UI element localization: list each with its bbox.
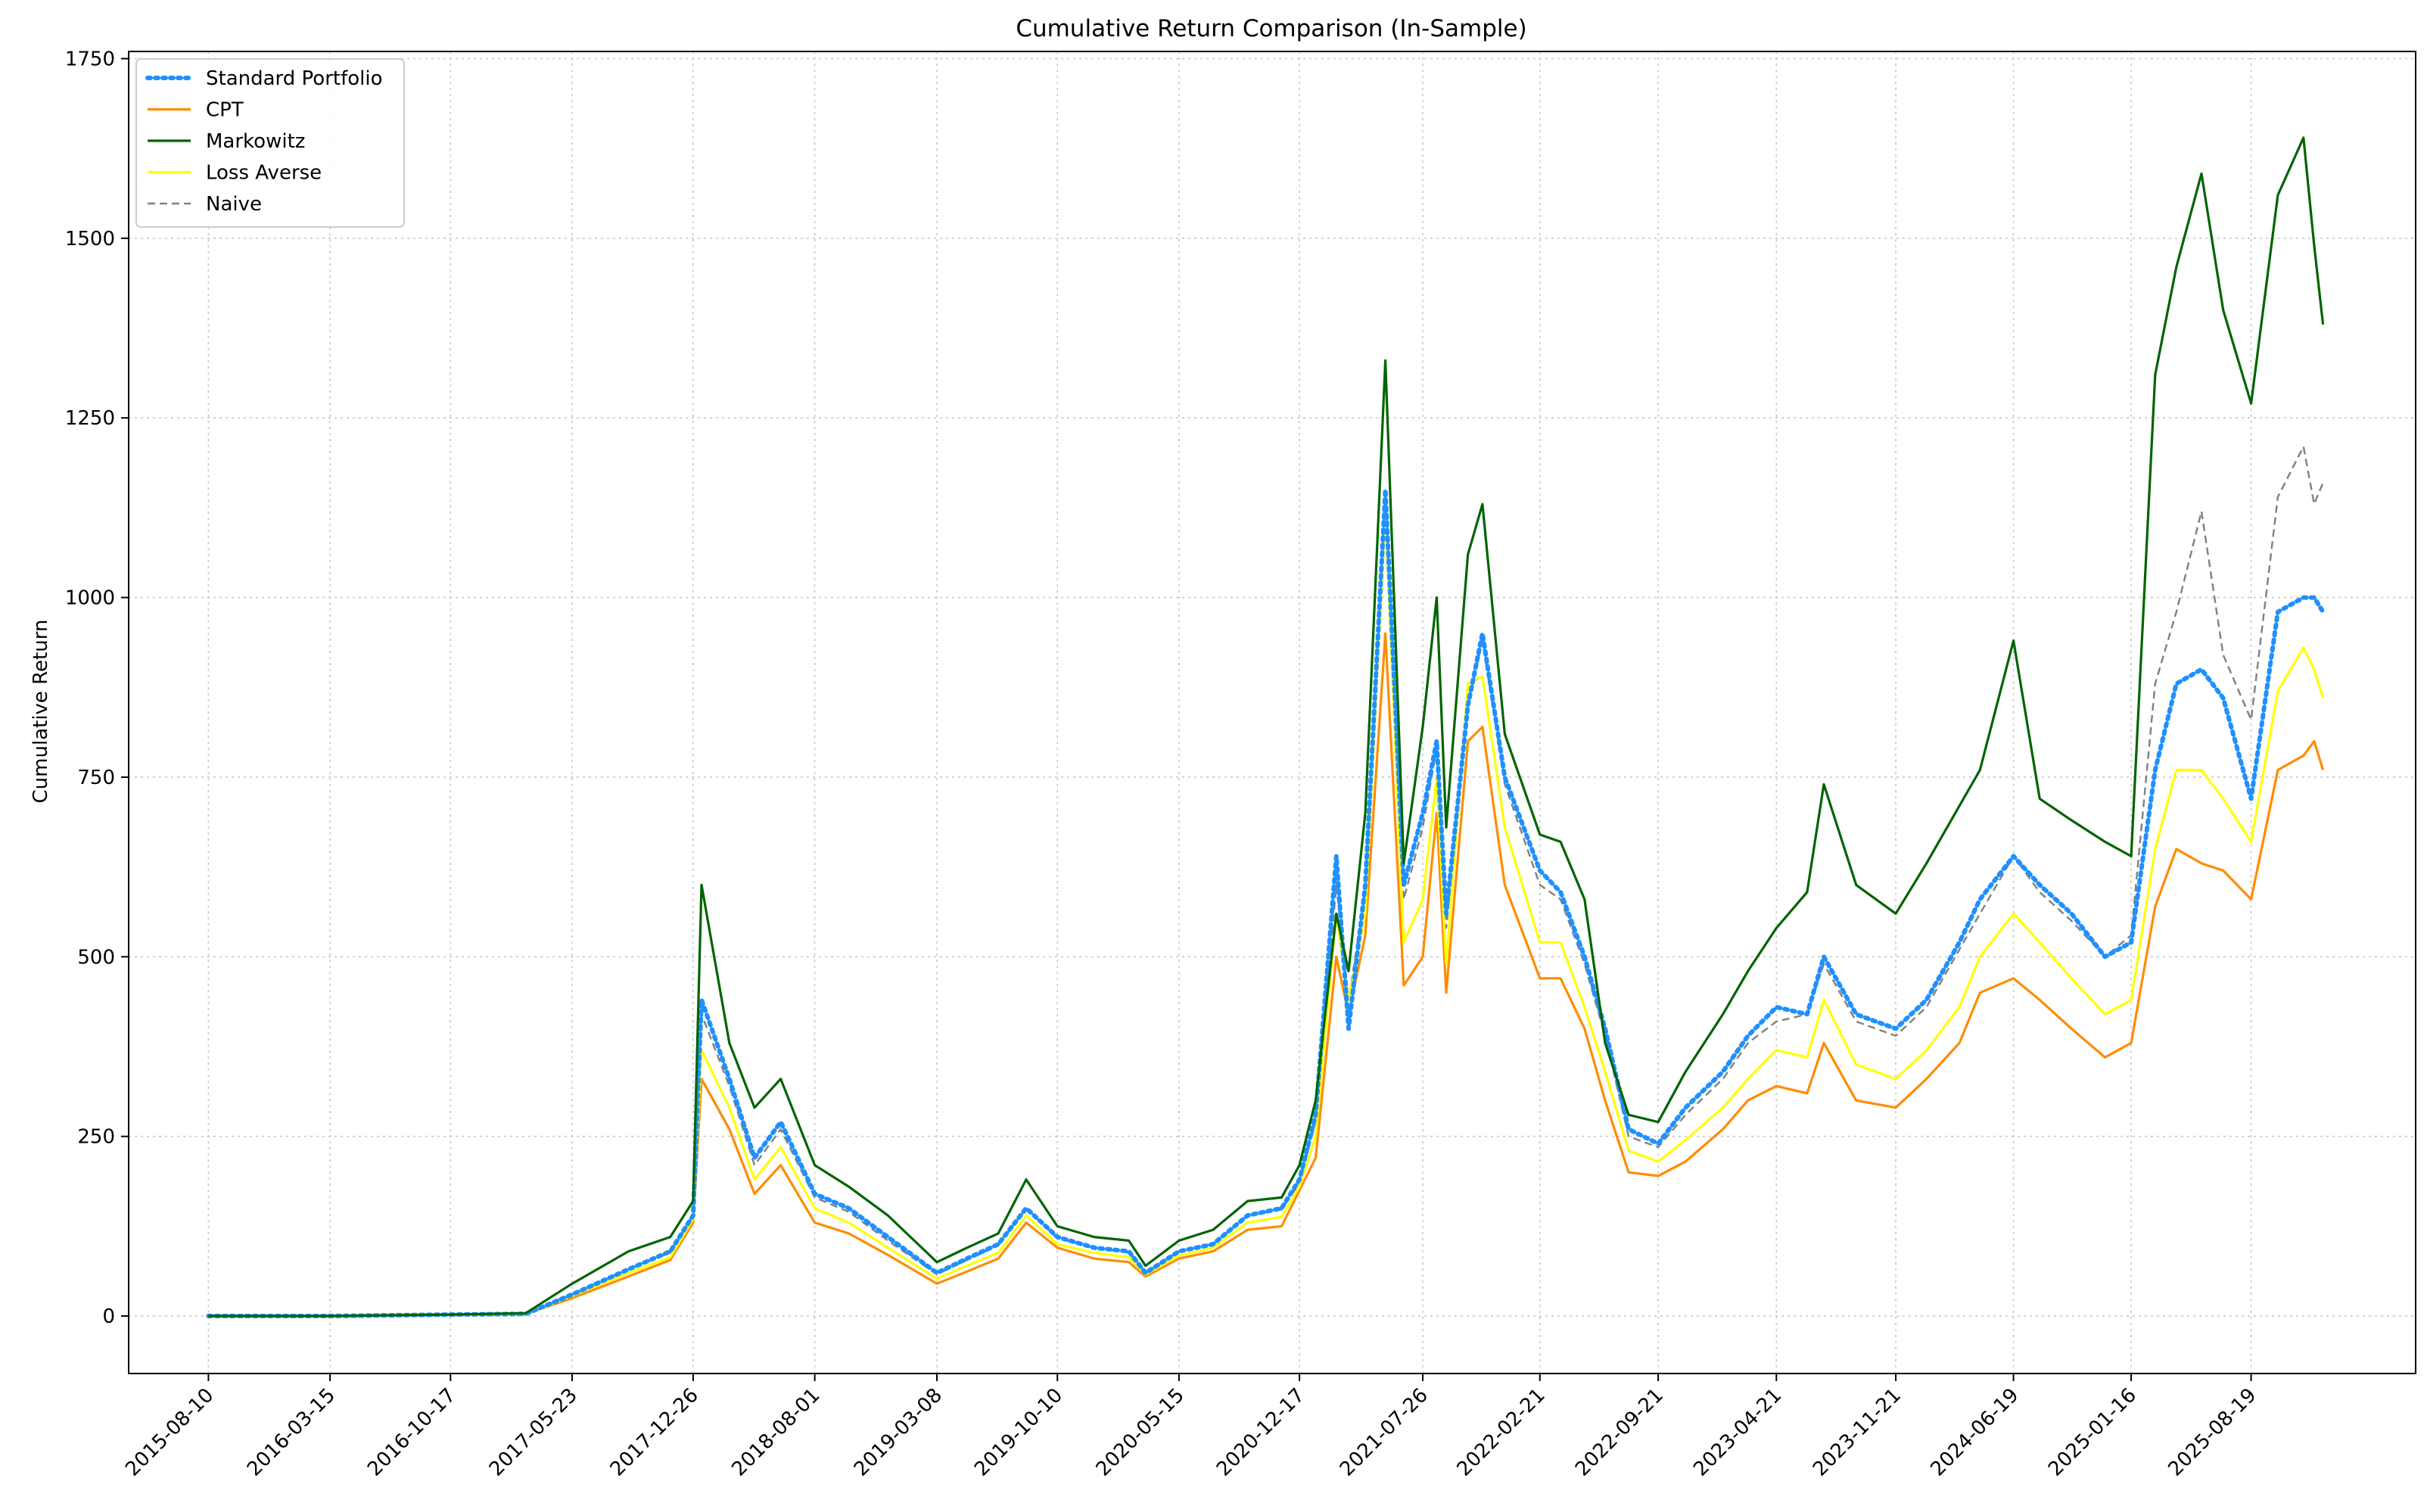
x-tick-label: 2017-05-23 — [485, 1384, 582, 1481]
y-axis-ticks: 0 250 500 750 1000 1250 1500 1750 — [65, 48, 129, 1328]
x-tick-label: 2017-12-26 — [606, 1384, 703, 1481]
x-tick-label: 2021-07-26 — [1336, 1384, 1433, 1481]
x-tick-label: 2025-08-19 — [2164, 1384, 2261, 1481]
x-tick-label: 2018-08-01 — [727, 1384, 824, 1481]
x-tick-label: 2020-12-17 — [1212, 1384, 1309, 1481]
plot-frame — [128, 51, 2416, 1374]
y-tick-label: 0 — [102, 1305, 115, 1328]
x-tick-label: 2023-11-21 — [1809, 1384, 1906, 1481]
y-tick-label: 1250 — [65, 407, 115, 430]
y-tick-label: 1750 — [65, 48, 115, 70]
legend-items: Standard Portfolio CPT Markowitz Loss Avers… — [145, 67, 383, 216]
x-tick-label: 2023-04-21 — [1689, 1384, 1786, 1481]
x-tick-label: 2016-10-17 — [363, 1384, 460, 1481]
chart-title: Cumulative Return Comparison (In-Sample) — [1016, 15, 1526, 42]
series-line-standard-portfolio — [206, 487, 2326, 1318]
x-tick-label: 2019-10-10 — [970, 1384, 1067, 1481]
legend-box — [135, 58, 405, 228]
x-tick-label: 2022-09-21 — [1571, 1384, 1668, 1481]
y-tick-label: 750 — [77, 767, 115, 789]
series-line-cpt — [208, 632, 2325, 1318]
grid-layer — [129, 51, 2416, 1374]
series-line-markowitz — [208, 136, 2325, 1318]
x-tick-label: 2015-08-10 — [121, 1384, 218, 1481]
series-line-naive — [208, 446, 2324, 1318]
series-layer — [206, 136, 2326, 1318]
y-tick-label: 250 — [77, 1126, 115, 1149]
legend-label: Naive — [206, 193, 262, 216]
x-tick-label: 2020-05-15 — [1092, 1384, 1189, 1481]
x-tick-label: 2016-03-15 — [243, 1384, 340, 1481]
y-tick-label: 500 — [77, 946, 115, 969]
legend-label: CPT — [206, 99, 244, 122]
x-tick-label: 2025-01-16 — [2044, 1384, 2141, 1481]
legend-label: Loss Averse — [206, 162, 322, 185]
series-line-loss-averse — [208, 510, 2325, 1318]
legend-label: Standard Portfolio — [206, 67, 383, 90]
x-tick-label: 2019-03-08 — [850, 1384, 947, 1481]
y-tick-label: 1500 — [65, 228, 115, 250]
x-tick-label: 2024-06-19 — [1926, 1384, 2023, 1481]
x-tick-label: 2022-02-21 — [1453, 1384, 1550, 1481]
y-tick-label: 1000 — [65, 587, 115, 610]
legend-label: Markowitz — [206, 130, 305, 153]
legend: Standard Portfolio CPT Markowitz Loss Avers… — [135, 58, 405, 228]
y-axis-label: Cumulative Return — [30, 620, 52, 804]
x-axis-ticks: 2015-08-10 2016-03-15 2016-10-17 2017-05-23… — [121, 1374, 2261, 1481]
